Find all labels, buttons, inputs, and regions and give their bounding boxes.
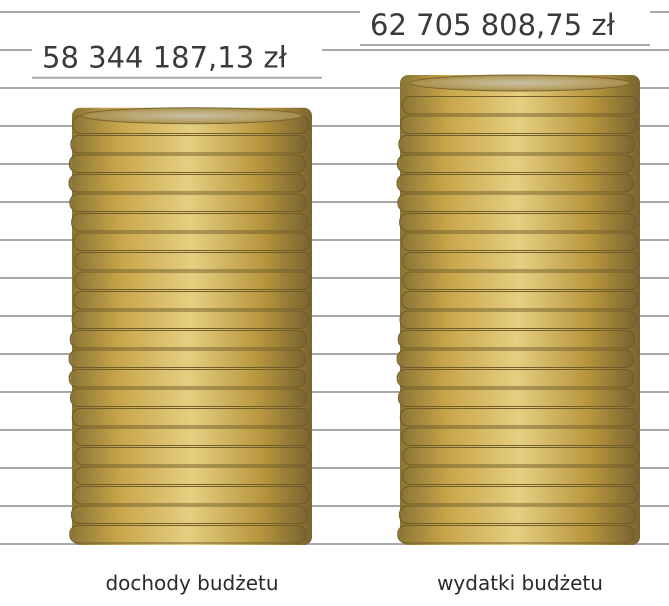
category-label: dochody budżetu xyxy=(105,571,278,595)
coin xyxy=(398,194,634,212)
coin xyxy=(72,409,308,427)
coin xyxy=(69,350,305,368)
coin xyxy=(399,136,635,154)
coin xyxy=(69,175,305,193)
coin xyxy=(400,214,636,232)
coin xyxy=(403,253,639,271)
coin xyxy=(397,175,633,193)
coin-stack xyxy=(397,75,640,545)
coin xyxy=(71,136,307,154)
coin xyxy=(72,214,308,232)
coin xyxy=(401,487,637,505)
coin xyxy=(397,155,633,173)
coin xyxy=(75,272,311,290)
coin-face xyxy=(410,75,630,91)
coin xyxy=(70,526,306,544)
coin xyxy=(73,233,309,251)
coin xyxy=(398,526,634,544)
coin xyxy=(403,272,639,290)
coin xyxy=(403,467,639,485)
coin xyxy=(402,292,638,310)
coin xyxy=(72,311,308,329)
coin xyxy=(400,311,636,329)
coin xyxy=(402,97,638,115)
coin-stack xyxy=(69,108,312,545)
coin-face xyxy=(82,108,302,124)
chart: 58 344 187,13 zł dochody budżetu 62 705 80… xyxy=(0,0,669,606)
coin xyxy=(75,253,311,271)
coin xyxy=(69,370,305,388)
coin xyxy=(73,487,309,505)
coin xyxy=(398,389,634,407)
coin xyxy=(397,370,633,388)
coin xyxy=(397,350,633,368)
value-label: 58 344 187,13 zł xyxy=(42,41,288,75)
coin xyxy=(401,233,637,251)
coin xyxy=(402,428,638,446)
coin xyxy=(75,448,311,466)
coin xyxy=(398,331,634,349)
coin xyxy=(74,292,310,310)
coin xyxy=(403,448,639,466)
coin xyxy=(70,389,306,407)
coin xyxy=(400,409,636,427)
coin xyxy=(74,428,310,446)
coin xyxy=(69,155,305,173)
coin xyxy=(401,116,637,134)
coin xyxy=(70,331,306,349)
value-label: 62 705 808,75 zł xyxy=(370,8,616,42)
coin xyxy=(75,467,311,485)
page: {"chart_data": {"type": "bar", "categori… xyxy=(0,0,669,606)
coin xyxy=(399,506,635,524)
category-label: wydatki budżetu xyxy=(437,571,603,595)
coin xyxy=(71,506,307,524)
coin xyxy=(70,194,306,212)
